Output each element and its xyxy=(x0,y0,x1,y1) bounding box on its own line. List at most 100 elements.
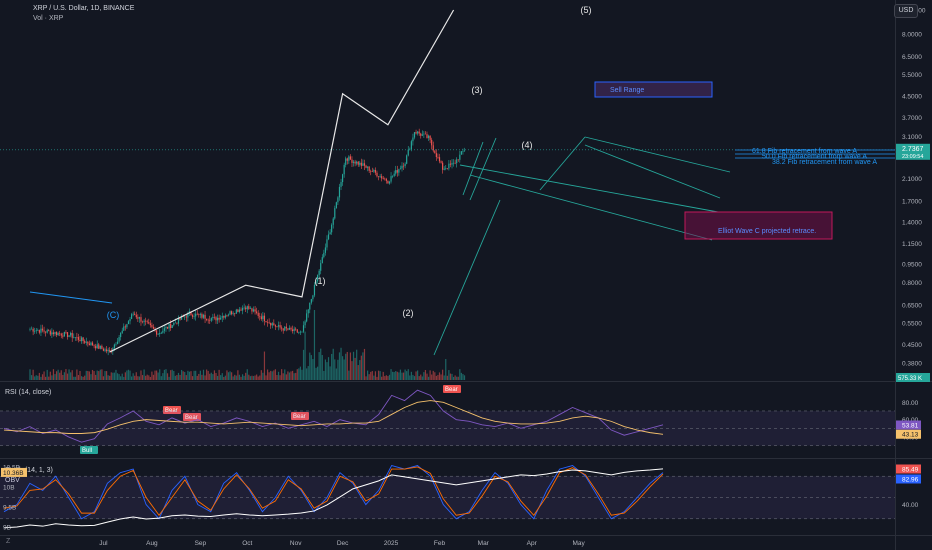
volume-bar xyxy=(406,371,408,380)
volume-bar xyxy=(424,370,427,380)
volume-bar xyxy=(270,370,272,380)
volume-bar xyxy=(91,369,94,380)
candle-body xyxy=(213,316,216,318)
symbol-title[interactable]: XRP / U.S. Dollar, 1D, BINANCE xyxy=(33,5,135,12)
candle-body xyxy=(190,311,192,316)
candle-body xyxy=(70,332,72,336)
volume-bar xyxy=(368,374,370,380)
candle-body xyxy=(29,328,31,330)
volume-bar xyxy=(62,374,64,380)
volume-bar xyxy=(138,376,141,380)
volume-bar xyxy=(90,374,92,380)
candle-body xyxy=(424,133,427,135)
candle-body xyxy=(431,139,433,146)
candle-body xyxy=(262,315,264,320)
trend-line-blue xyxy=(29,291,113,304)
volume-bar xyxy=(241,374,244,380)
volume-bar xyxy=(88,371,90,380)
candle-body xyxy=(157,334,159,335)
candle-body xyxy=(221,315,223,318)
candle-body xyxy=(30,328,33,330)
candle-body xyxy=(384,178,386,180)
candle-body xyxy=(98,344,100,349)
candle-body xyxy=(134,313,136,316)
candle-body xyxy=(451,163,453,165)
channel-line xyxy=(469,174,713,241)
candle-body xyxy=(312,295,314,300)
candle-body xyxy=(288,327,291,330)
candle-body xyxy=(281,327,283,329)
price-pane[interactable] xyxy=(0,128,895,356)
candle-body xyxy=(406,155,408,164)
candle-body xyxy=(216,317,219,321)
volume-bar xyxy=(55,371,58,380)
candle-body xyxy=(320,263,322,271)
volume-bar xyxy=(268,372,270,380)
candle-body xyxy=(395,170,397,174)
time-axis-label: Oct xyxy=(242,540,252,547)
rsi-pane[interactable]: RSI (14, close) xyxy=(0,389,895,446)
volume-bar xyxy=(370,371,372,380)
candle-body xyxy=(87,341,89,344)
candle-body xyxy=(354,161,356,164)
volume-bar xyxy=(263,351,266,380)
volume-bar xyxy=(379,371,381,380)
candle-body xyxy=(246,306,248,310)
candle-body xyxy=(102,348,105,351)
candle-body xyxy=(290,327,292,330)
candle-body xyxy=(396,170,398,173)
candle-body xyxy=(88,343,90,346)
candle-body xyxy=(321,257,323,264)
candle-body xyxy=(227,314,230,316)
candle-body xyxy=(193,316,195,318)
volume-bar xyxy=(307,366,309,380)
candle-body xyxy=(426,134,428,138)
price-tick-label: 4.5000 xyxy=(902,94,922,101)
candle-body xyxy=(232,313,234,315)
wave-label: (1) xyxy=(315,276,326,286)
candle-body xyxy=(359,162,361,165)
wave-label: (4) xyxy=(522,140,533,150)
volume-bar xyxy=(417,370,419,380)
candle-body xyxy=(101,345,103,349)
volume-bar xyxy=(59,372,61,380)
currency-button[interactable]: USD xyxy=(894,4,918,18)
volume-bar xyxy=(101,369,103,380)
volume-bar xyxy=(402,372,405,380)
volume-bar xyxy=(363,348,366,380)
volume-bar xyxy=(454,375,456,380)
volume-bar xyxy=(99,369,101,380)
elliot-retrace-box xyxy=(684,211,833,240)
volume-bar xyxy=(377,370,380,380)
volume-bar xyxy=(345,353,347,380)
obv-value-label: 10.36B xyxy=(3,470,24,477)
candle-body xyxy=(240,309,242,311)
candle-body xyxy=(59,333,61,334)
candle-body xyxy=(427,135,430,138)
volume-bar xyxy=(420,374,422,380)
volume-bar xyxy=(98,371,100,380)
volume-bar xyxy=(145,375,147,380)
volume-bar xyxy=(196,375,198,380)
candle-body xyxy=(326,239,328,248)
volume-bar xyxy=(463,375,466,380)
corner-label[interactable]: Z xyxy=(6,538,11,545)
candle-body xyxy=(432,145,434,151)
candle-body xyxy=(437,157,439,158)
volume-bar xyxy=(373,375,375,380)
stoch-pane[interactable]: Stoch (14, 1, 3) OBV xyxy=(0,465,895,529)
candle-body xyxy=(376,172,378,177)
volume-legend-title[interactable]: Vol · XRP xyxy=(33,15,64,22)
signal-label: Bear xyxy=(445,387,458,393)
candle-body xyxy=(445,168,447,169)
rsi-value-badge xyxy=(896,420,921,430)
candle-body xyxy=(179,317,181,320)
volume-bar xyxy=(199,370,201,380)
candle-body xyxy=(407,149,409,156)
candle-body xyxy=(412,137,414,142)
price-tick-label: 0.4500 xyxy=(902,342,922,349)
stoch-tick-label: 40.00 xyxy=(902,502,919,509)
volume-bar xyxy=(374,371,377,380)
volume-bar xyxy=(324,359,327,380)
